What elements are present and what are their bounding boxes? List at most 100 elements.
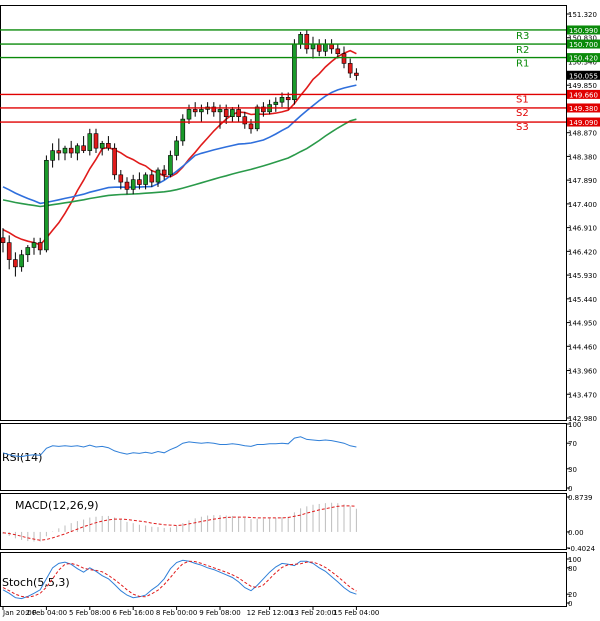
candle xyxy=(242,111,248,129)
candle-body xyxy=(68,147,74,154)
candle-body xyxy=(211,106,217,113)
y-tick-label: 149.850 xyxy=(568,82,597,90)
x-tick-label: 8 Feb 00:00 xyxy=(156,609,197,617)
ma-medium-line xyxy=(2,84,357,205)
candle xyxy=(106,136,111,151)
candle xyxy=(31,237,37,255)
candle-body xyxy=(37,242,43,251)
candle-body xyxy=(199,109,204,113)
panel-border xyxy=(0,552,567,607)
candle-body xyxy=(279,97,285,103)
candle xyxy=(56,138,62,161)
candle xyxy=(62,145,68,161)
stoch-d-line xyxy=(2,560,357,598)
candle xyxy=(316,39,322,57)
y-tick-label: 147.400 xyxy=(568,201,597,209)
candle xyxy=(155,167,161,187)
panel-border xyxy=(0,493,567,550)
y-tick-label: 0.00 xyxy=(568,529,584,537)
candle-body xyxy=(180,118,186,142)
candle-body xyxy=(81,145,86,151)
y-tick-label: 144.460 xyxy=(568,343,597,351)
rsi-panel: RSI(14) 100 70 30 0 xyxy=(2,421,581,493)
candle-body xyxy=(93,133,99,149)
candle xyxy=(87,128,93,156)
candle-body xyxy=(310,43,316,50)
level-price-value: 150.420 xyxy=(569,55,598,63)
candle-body xyxy=(304,34,310,50)
level-price-value: 150.990 xyxy=(569,27,598,35)
candle xyxy=(149,169,155,187)
candle-body xyxy=(347,63,353,74)
y-tick-label: 143.470 xyxy=(568,391,597,399)
moving-averages xyxy=(2,49,357,246)
y-tick-label: 148.870 xyxy=(568,130,597,138)
candle xyxy=(329,39,334,54)
candle-body xyxy=(62,147,68,154)
level-price-value: 149.660 xyxy=(569,91,598,99)
candle-body xyxy=(99,143,105,149)
x-axis: Jan 20:002 Feb 04:00 5 Feb 08:00 6 Feb 16:… xyxy=(2,606,379,617)
y-tick-label: 148.380 xyxy=(568,153,597,161)
level-price-tag xyxy=(567,89,600,99)
candle xyxy=(267,99,272,115)
x-tick-label: 12 Feb 12:00 xyxy=(247,609,293,617)
y-tick-label: 147.890 xyxy=(568,177,597,185)
price-candles xyxy=(0,29,359,277)
ma-slow-line xyxy=(2,118,357,208)
y-tick-label: 100 xyxy=(568,421,581,429)
candle-body xyxy=(174,140,179,156)
candle-body xyxy=(329,43,334,50)
candle-body xyxy=(248,123,254,130)
y-tick-label: 150.830 xyxy=(568,35,597,43)
candle-body xyxy=(124,181,130,190)
candle xyxy=(99,140,105,156)
candle-body xyxy=(143,174,148,185)
candle-body xyxy=(0,237,6,243)
candle-body xyxy=(106,143,111,149)
candle-body xyxy=(354,72,359,76)
candle xyxy=(254,104,260,132)
y-tick-label: 80 xyxy=(568,565,577,573)
y-tick-label: 30 xyxy=(568,466,577,474)
candle-body xyxy=(223,109,229,117)
level-label-r3: R3 xyxy=(516,31,529,42)
level-price-tag xyxy=(567,103,600,113)
candle xyxy=(199,104,204,122)
y-tick-label: 100 xyxy=(568,556,581,564)
candle xyxy=(168,150,173,178)
candle-body xyxy=(161,169,167,176)
x-tick-label: Jan 20:00 xyxy=(2,609,36,617)
y-tick-label: 146.420 xyxy=(568,248,597,256)
stoch-k-line xyxy=(2,559,357,600)
candle xyxy=(13,252,18,277)
y-tick-label: -0.4024 xyxy=(568,545,596,553)
y-tick-label: 145.930 xyxy=(568,272,597,280)
y-tick-label: 144.950 xyxy=(568,320,597,328)
candle-body xyxy=(335,48,341,55)
candle-body xyxy=(323,43,328,52)
panel-border xyxy=(0,5,567,421)
candle xyxy=(236,104,241,122)
candle-body xyxy=(254,106,260,130)
macd-signal-line xyxy=(2,505,357,541)
x-tick-label: 9 Feb 08:00 xyxy=(199,609,240,617)
x-tick-label: 6 Feb 16:00 xyxy=(112,609,153,617)
level-price-tag xyxy=(567,53,600,63)
level-label-s3: S3 xyxy=(516,122,529,133)
rsi-label: RSI(14) xyxy=(2,451,42,464)
candle xyxy=(25,245,31,263)
stoch-label: Stoch(5,5,3) xyxy=(2,576,70,589)
candle xyxy=(75,143,80,161)
level-price-tag xyxy=(567,117,600,127)
candle xyxy=(112,143,117,180)
candle-body xyxy=(31,242,37,248)
candle xyxy=(310,36,316,59)
candle xyxy=(93,128,99,154)
candle-body xyxy=(186,109,192,120)
y-tick-label: 0 xyxy=(568,600,572,608)
macd-label: MACD(12,26,9) xyxy=(15,499,99,512)
candle-body xyxy=(149,174,155,183)
candle-body xyxy=(168,155,173,176)
